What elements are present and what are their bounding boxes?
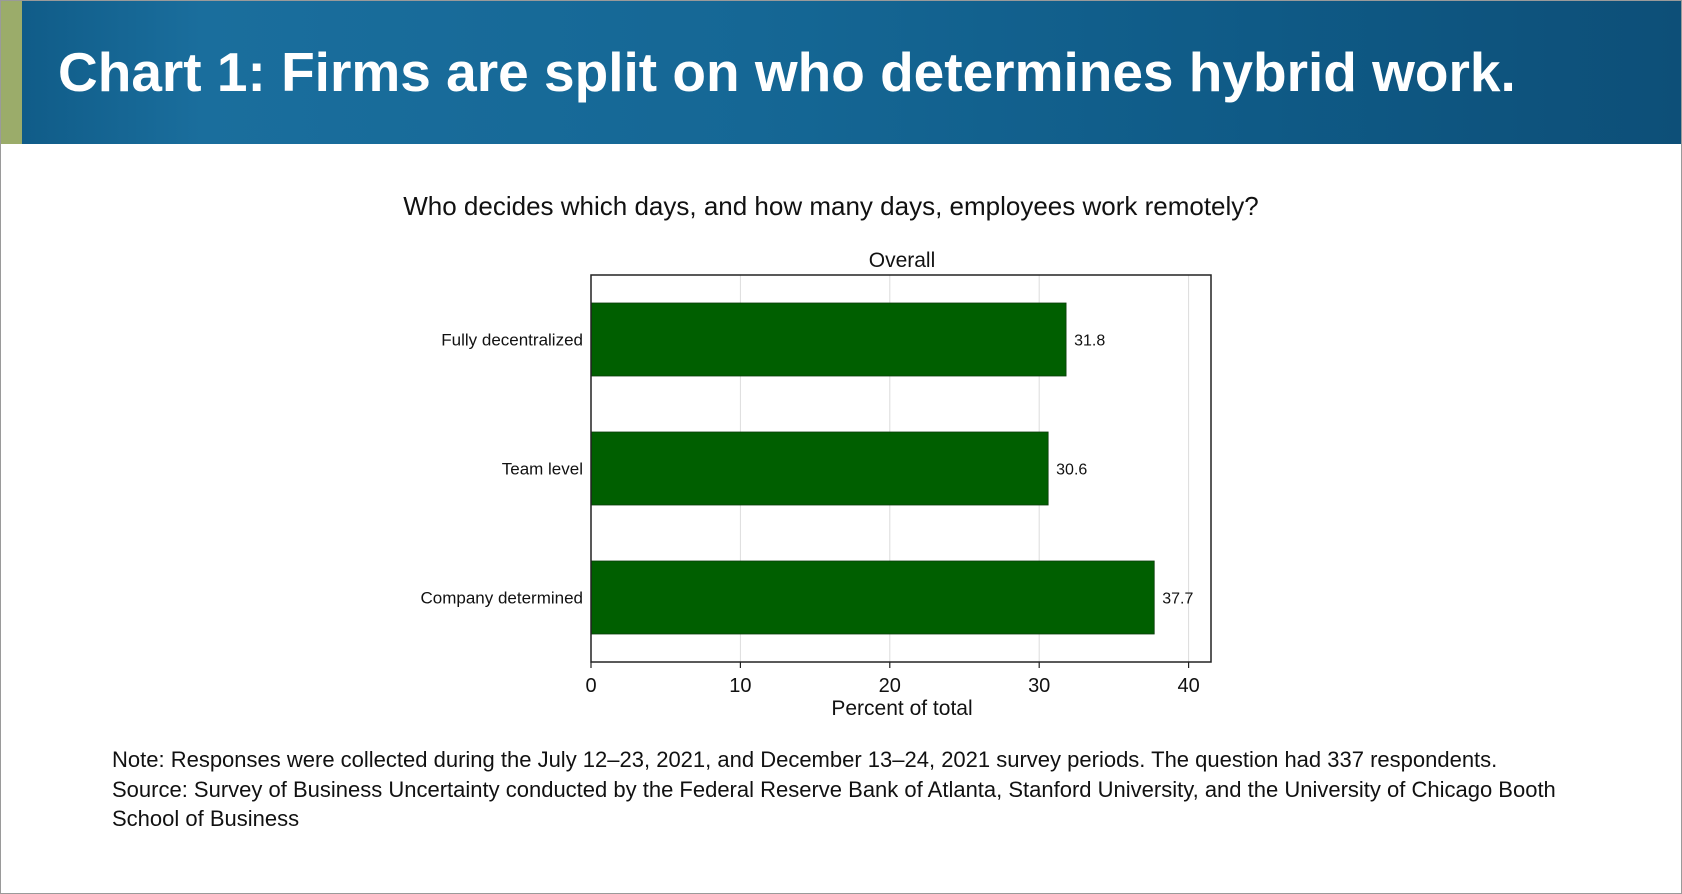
chart-title: Overall <box>869 249 936 272</box>
source-text: Source: Survey of Business Uncertainty c… <box>112 776 1556 832</box>
data-label: 31.8 <box>1074 333 1105 350</box>
footnotes: Note: Responses were collected during th… <box>112 745 1572 834</box>
x-tick-label: 0 <box>585 675 596 697</box>
banner-accent-stripe <box>1 1 22 144</box>
bar <box>590 302 1067 377</box>
x-tick-label: 30 <box>1028 675 1050 697</box>
x-axis-title: Percent of total <box>831 697 972 720</box>
plot-frame <box>590 274 1212 663</box>
data-label: 30.6 <box>1056 462 1087 479</box>
category-label: Team level <box>502 460 583 479</box>
category-label: Fully decentralized <box>441 331 583 350</box>
category-label: Company determined <box>420 589 583 608</box>
data-label: 37.7 <box>1162 591 1193 608</box>
note-text: Note: Responses were collected during th… <box>112 747 1498 772</box>
chart-question: Who decides which days, and how many day… <box>403 191 1259 221</box>
x-tick-label: 40 <box>1177 675 1199 697</box>
slide-title: Chart 1: Firms are split on who determin… <box>58 41 1516 103</box>
x-tick-label: 20 <box>879 675 901 697</box>
bar <box>590 431 1049 506</box>
title-banner: Chart 1: Firms are split on who determin… <box>1 1 1681 144</box>
x-tick-label: 10 <box>729 675 751 697</box>
bar <box>590 560 1155 635</box>
